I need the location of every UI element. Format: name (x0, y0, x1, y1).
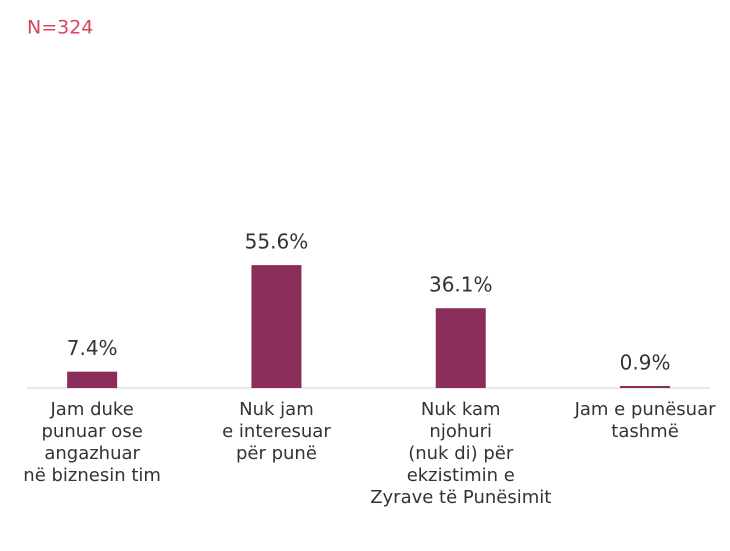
bar (67, 371, 118, 388)
chart-subtitle: N=324 (27, 17, 93, 39)
x-tick-label: Nuk kam njohuri (nuk di) për ekzistimin … (370, 399, 552, 508)
bar (620, 386, 671, 388)
x-tick-label: Jam e punësuar tashmë (574, 399, 716, 442)
value-label: 55.6% (245, 230, 309, 254)
value-label: 36.1% (429, 273, 493, 297)
x-tick-label: Jam duke punuar ose angazhuar në biznesi… (23, 399, 161, 486)
value-label: 0.9% (620, 351, 671, 375)
x-tick-label: Nuk jam e interesuar për punë (222, 399, 331, 464)
value-label: 7.4% (67, 336, 118, 360)
bar (251, 265, 302, 388)
bar (435, 308, 486, 388)
